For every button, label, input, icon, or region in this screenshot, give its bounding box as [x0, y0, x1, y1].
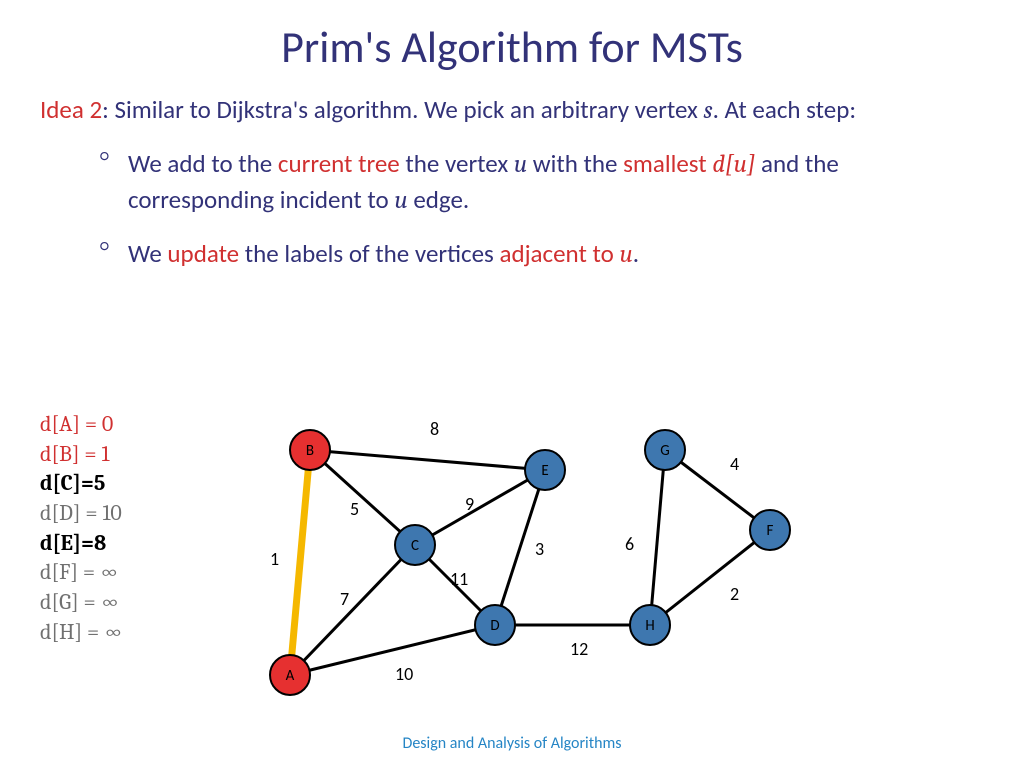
edge-weight: 4	[730, 453, 739, 475]
bullet-1: We add to the current tree the vertex u …	[100, 146, 984, 218]
b1v2: d[u]	[712, 150, 755, 179]
edge-weight: 10	[395, 663, 413, 685]
b2v1: u	[619, 240, 632, 269]
b1p2: the vertex	[400, 148, 514, 179]
b1p3: with the	[527, 148, 623, 179]
node-label: D	[490, 617, 499, 635]
node-label: C	[411, 537, 419, 555]
distance-entry: d[D] = 10	[40, 499, 123, 529]
slide-content: Idea 2: Similar to Dijkstra's algorithm.…	[0, 74, 1024, 272]
edge-weight: 5	[350, 498, 359, 520]
idea-t1: : Similar to Dijkstra's algorithm. We pi…	[102, 94, 703, 125]
edge-weight: 6	[625, 533, 634, 555]
graph-edge	[310, 450, 545, 470]
edge-weight: 11	[450, 568, 468, 590]
edge-weight: 9	[465, 493, 474, 515]
idea-t2: . At each step:	[713, 94, 856, 125]
node-label: E	[541, 462, 548, 480]
edge-weight: 7	[340, 588, 349, 610]
graph-edge	[310, 450, 415, 545]
distance-list: d[A] = 0d[B] = 1d[C]=5d[D] = 10d[E]=8d[F…	[40, 410, 123, 648]
node-label: G	[660, 442, 669, 460]
node-label: H	[645, 617, 654, 635]
node-label: F	[767, 522, 774, 540]
graph-diagram: 1 7 10 5 8 9 11 3 12 6 4 2 A B C D E G F H	[250, 420, 880, 710]
distance-entry: d[C]=5	[40, 469, 123, 499]
b2p3: .	[633, 238, 639, 269]
edge-weight: 8	[430, 420, 439, 440]
idea-label: Idea 2	[40, 94, 102, 125]
distance-entry: d[B] = 1	[40, 440, 123, 470]
graph-edge	[290, 450, 310, 675]
graph-edge	[650, 450, 665, 625]
edge-weight: 12	[570, 638, 588, 660]
edge-weight: 3	[535, 538, 544, 560]
distance-entry: d[A] = 0	[40, 410, 123, 440]
b1p1: We add to the	[128, 148, 278, 179]
slide-title: Prim's Algorithm for MSTs	[0, 0, 1024, 74]
b1p5: edge.	[408, 184, 470, 215]
edge-weight: 2	[730, 583, 739, 605]
distance-entry: d[H] = ∞	[40, 618, 123, 648]
graph-edge	[290, 545, 415, 675]
b2r1: update	[167, 238, 239, 269]
b2p2: the labels of the vertices	[239, 238, 499, 269]
node-label: B	[306, 442, 314, 460]
idea-line: Idea 2: Similar to Dijkstra's algorithm.…	[40, 92, 984, 128]
b2r2: adjacent to	[499, 238, 619, 269]
graph-edge	[650, 530, 770, 625]
footer-text: Design and Analysis of Algorithms	[0, 734, 1024, 753]
distance-entry: d[F] = ∞	[40, 558, 123, 588]
bullet-2: We update the labels of the vertices adj…	[100, 236, 984, 272]
idea-var-s: s	[704, 96, 713, 125]
node-label: A	[286, 667, 295, 685]
b1v3: u	[394, 186, 407, 215]
b1r2: smallest	[623, 148, 712, 179]
b1v1: u	[514, 150, 527, 179]
distance-entry: d[E]=8	[40, 529, 123, 559]
b1r1: current tree	[278, 148, 400, 179]
graph-edge	[290, 625, 495, 675]
b2p1: We	[128, 238, 167, 269]
distance-entry: d[G] = ∞	[40, 588, 123, 618]
edge-weight: 1	[270, 548, 279, 570]
